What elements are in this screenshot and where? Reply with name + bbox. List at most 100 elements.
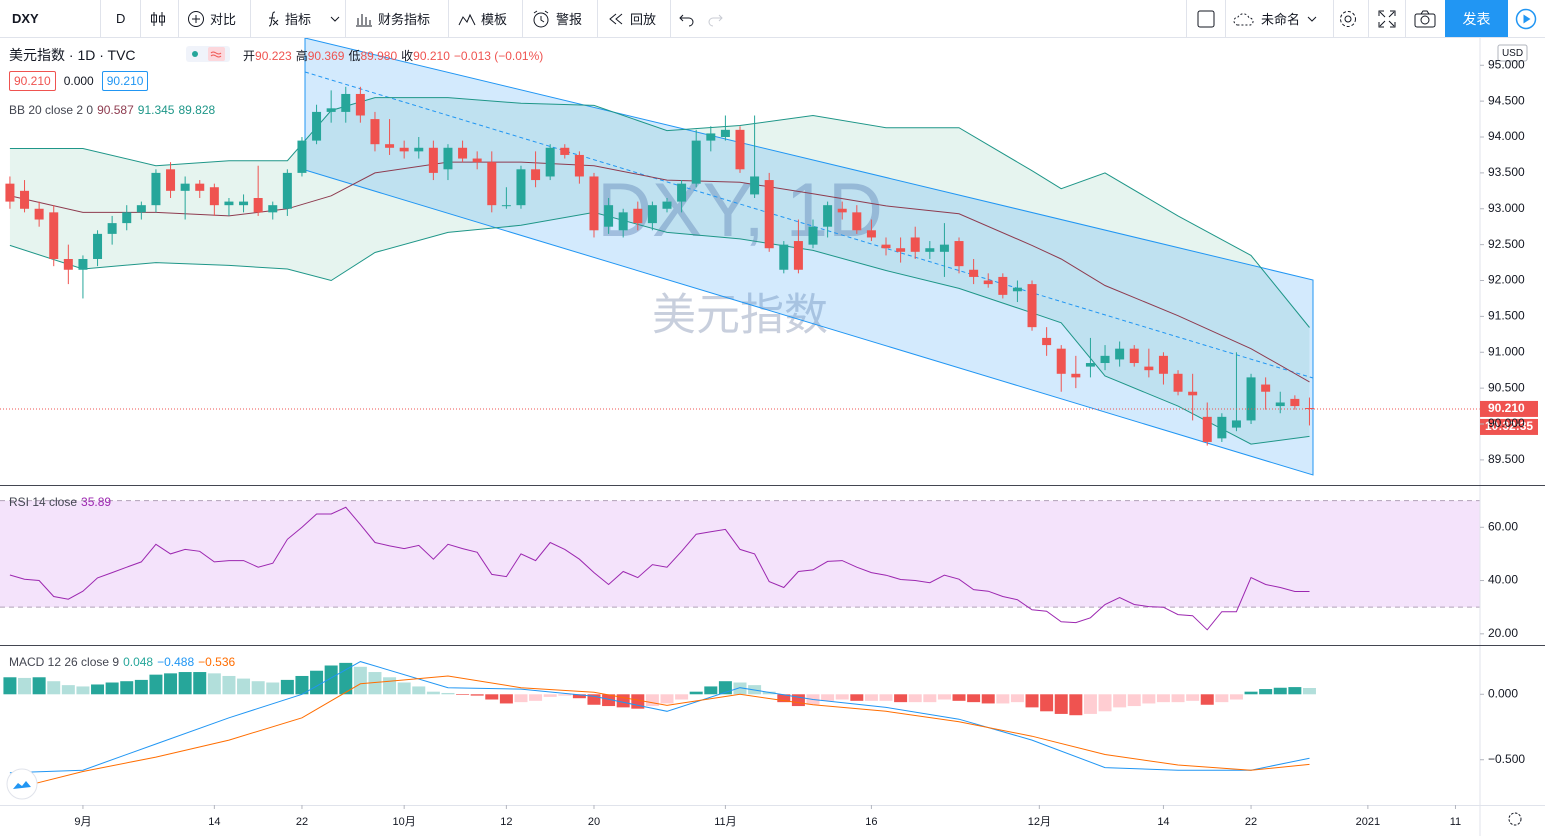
candle-body	[633, 208, 643, 224]
candle-body	[399, 147, 409, 152]
y-tick-label: 0.000	[1488, 686, 1518, 700]
histogram-bar	[237, 678, 251, 695]
countdown-box	[1480, 418, 1538, 435]
compare-button[interactable]: 对比	[187, 0, 236, 37]
channel-median	[304, 71, 1314, 379]
alert-button[interactable]: 警报	[531, 0, 582, 37]
x-tick-label: 10月	[393, 816, 416, 828]
ohlc-label: 低	[348, 49, 361, 63]
drawing-layer	[304, 38, 1314, 476]
x-tick-label: 22	[1245, 816, 1257, 828]
parallel-channel[interactable]	[304, 38, 1314, 476]
histogram-bar	[266, 682, 280, 695]
publish-button[interactable]: 发表	[1445, 0, 1508, 37]
separator	[1333, 0, 1334, 37]
x-tick-label: 11	[1450, 816, 1461, 828]
x-tick-label: 12	[500, 816, 512, 828]
bb-title: BB 20 close 2 0	[9, 103, 94, 117]
indicators-button[interactable]: 指标	[264, 0, 311, 37]
fullscreen-button[interactable]	[1377, 0, 1397, 37]
layout-name-button[interactable]: 未命名	[1232, 0, 1319, 37]
candle-body	[63, 258, 73, 270]
mark-layer	[0, 86, 1480, 791]
indicators-menu[interactable]	[330, 0, 340, 37]
change: −0.013 (−0.01%)	[453, 48, 544, 63]
candle-body	[34, 208, 44, 220]
cloud-icon	[1233, 12, 1254, 25]
histogram-bar	[1010, 694, 1024, 703]
histogram-bar	[602, 694, 616, 707]
financials-button[interactable]: 财务指标	[355, 0, 430, 37]
candle-body	[136, 205, 146, 213]
x-tick-label: 16	[865, 816, 877, 828]
legend-badges[interactable]	[186, 45, 230, 63]
histogram-bar	[587, 694, 601, 705]
histogram-bar	[1186, 694, 1200, 701]
frame-layer: USD 90.210 10:32:35 9月 14 22 10月 12 20 11月 16 12月 1…	[0, 38, 1545, 836]
plus-icon	[188, 10, 204, 27]
candle-body	[1085, 363, 1095, 367]
histogram-bar	[1200, 694, 1214, 705]
layout-button[interactable]	[1196, 0, 1216, 37]
ohlc-label: 开	[243, 49, 256, 63]
histogram-bar	[850, 694, 864, 701]
histogram-bar	[777, 694, 791, 703]
histogram-bar	[485, 694, 499, 700]
x-tick-label: 11月	[714, 816, 736, 828]
candle-body	[93, 233, 103, 259]
histogram-bar	[61, 685, 75, 695]
candle-body	[589, 176, 599, 231]
candle-body	[647, 205, 657, 224]
candle-body	[166, 169, 176, 191]
undo-button[interactable]	[678, 0, 696, 37]
candle-body	[1217, 416, 1227, 439]
chart: DXY, 1D美元指数 USD 90.210 10:32:35 9月 14 22 10月 1…	[0, 38, 1545, 836]
chart-style-button[interactable]	[150, 0, 166, 37]
interval: D	[116, 11, 126, 26]
histogram-bar	[660, 694, 674, 704]
band-layer: DXY, 1D美元指数	[0, 97, 1480, 608]
histogram-bar	[1113, 694, 1127, 708]
stream-button[interactable]	[1515, 0, 1537, 37]
macd-legend: MACD 12 26 close 9 0.048 −0.488 −0.536	[9, 655, 235, 669]
candle-body	[385, 144, 395, 148]
histogram-bar	[456, 694, 470, 695]
macd-value: 0.048	[123, 655, 154, 669]
candle-body	[998, 276, 1008, 295]
candle-body	[677, 183, 687, 202]
fx-icon	[268, 11, 279, 26]
candle-body	[852, 212, 862, 231]
interval-button[interactable]: D	[116, 0, 125, 37]
redo-button[interactable]	[706, 0, 724, 37]
ohlc-label: 高	[295, 49, 308, 63]
replay-button[interactable]: 回放	[607, 0, 656, 37]
histogram-bar	[149, 674, 163, 695]
candle-body	[1188, 391, 1198, 396]
candle-body	[750, 176, 760, 195]
histogram-bar	[3, 677, 17, 695]
histogram-bar	[397, 682, 411, 695]
histogram-bar	[864, 694, 878, 701]
settings-button[interactable]	[1338, 0, 1358, 37]
rsi-band	[0, 500, 1480, 608]
separator	[178, 0, 179, 37]
candle-body	[1027, 284, 1037, 328]
symbol: DXY	[12, 11, 39, 26]
logo[interactable]	[6, 768, 38, 800]
candle-body	[823, 205, 833, 227]
y-tick-label: 92.500	[1488, 237, 1525, 251]
separator	[1368, 0, 1369, 37]
histogram-bar	[879, 694, 893, 701]
axis-settings[interactable]	[1508, 812, 1522, 826]
currency-badge[interactable]	[1497, 44, 1528, 62]
symbol-button[interactable]: DXY	[12, 0, 39, 37]
candle-body	[793, 241, 803, 270]
candle-body	[866, 230, 876, 238]
histogram-bar	[426, 691, 440, 695]
y-tick-label: 91.000	[1488, 344, 1525, 358]
snapshot-button[interactable]	[1414, 0, 1436, 37]
y-tick-label: 95.000	[1488, 57, 1525, 71]
templates-button[interactable]: 模板	[458, 0, 507, 37]
x-tick-label: 22	[296, 816, 308, 828]
histogram-bar	[981, 694, 995, 704]
